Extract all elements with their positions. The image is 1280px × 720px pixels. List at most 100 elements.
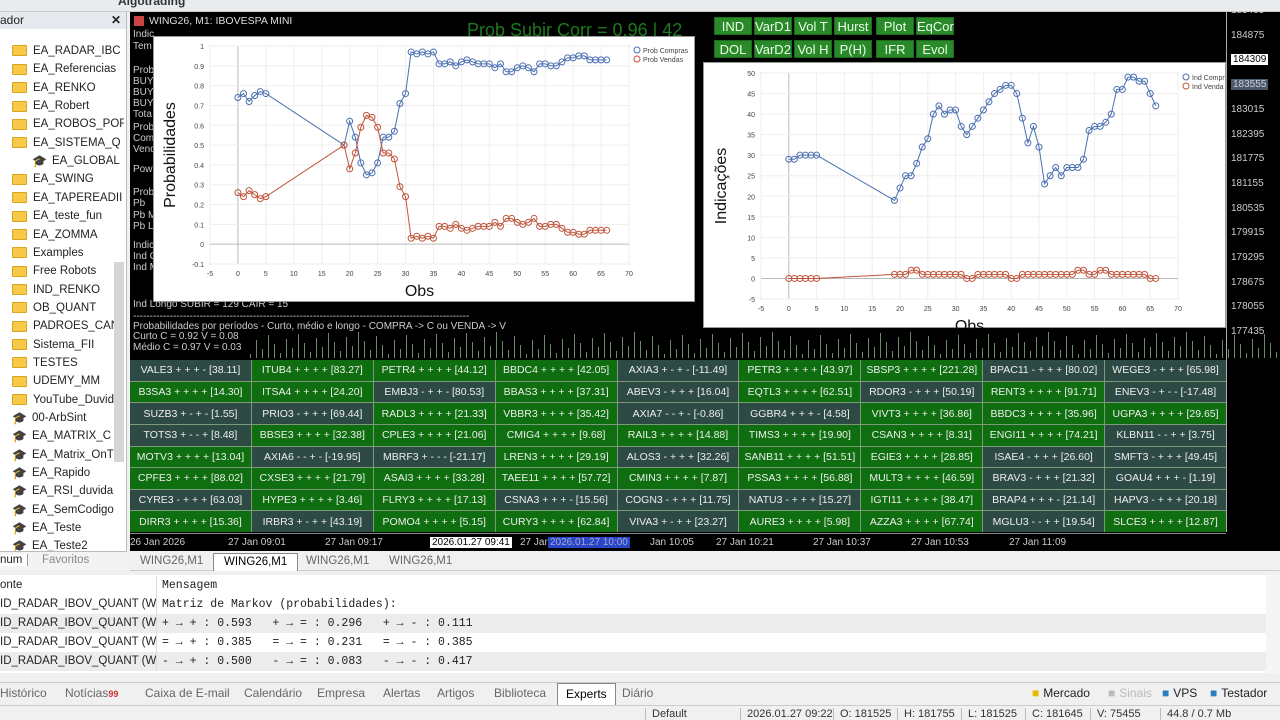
navigator-item[interactable]: EA_RENKO (12, 79, 124, 97)
tab-biblioteca[interactable]: Biblioteca (494, 686, 546, 700)
volume-bar (1036, 337, 1037, 358)
navigator-item[interactable]: EA_teste_fun (12, 207, 124, 225)
navigator-item[interactable]: EA_Robert (12, 97, 124, 115)
tab-calendrio[interactable]: Calendário (244, 686, 302, 700)
tab-alertas[interactable]: Alertas (383, 686, 420, 700)
indicator-button-ifr[interactable]: IFR (876, 40, 914, 58)
navigator-item[interactable]: 🎓 EA_Teste (12, 519, 124, 537)
stock-cell: UGPA3 + + + + [29.65] (1105, 403, 1226, 424)
indicator-button-eqcor[interactable]: EqCor (916, 17, 954, 35)
tab-experts[interactable]: Experts (557, 683, 616, 705)
indicator-button-vard1[interactable]: VarD1 (754, 17, 792, 35)
navigator-item[interactable]: EA_ZOMMA (12, 226, 124, 244)
tab-caixadeemail[interactable]: Caixa de E-mail (145, 686, 230, 700)
data-point (357, 159, 365, 167)
indicator-button-evol[interactable]: Evol (916, 40, 954, 58)
navigator-item[interactable]: UDEMY_MM (12, 372, 124, 390)
volume-bar (1252, 339, 1253, 358)
chart-tab[interactable]: WING26,M1 (389, 555, 453, 567)
link-vps[interactable]: ■ VPS (1162, 686, 1197, 700)
volume-bar (706, 348, 707, 358)
time-label: 27 Jan (520, 537, 551, 548)
navigator-item[interactable]: Sistema_FII (12, 336, 124, 354)
volume-bar (334, 342, 335, 358)
navigator-item[interactable]: EA_Referencias (12, 60, 124, 78)
tab-favoritos[interactable]: Favoritos (42, 554, 90, 566)
navigator-scrollbar[interactable] (114, 262, 124, 462)
navigator-item[interactable]: IND_RENKO (12, 281, 124, 299)
link-testador[interactable]: ■ Testador (1210, 686, 1267, 700)
tab-empresa[interactable]: Empresa (317, 686, 365, 700)
navigator-item-label: TESTES (33, 356, 78, 369)
y-tick-label: 45 (747, 92, 755, 99)
navigator-item[interactable]: YouTube_Duvid (12, 391, 124, 409)
time-label: 27 Jan 10:21 (716, 537, 774, 548)
link-sinais[interactable]: ■ Sinais (1108, 686, 1152, 700)
indicator-button-ph[interactable]: P(H) (834, 40, 872, 58)
chart-tab[interactable]: WING26,M1 (306, 555, 370, 567)
navigator-item[interactable]: 🎓 EA_SemCodigo (12, 501, 124, 519)
navigator-item[interactable]: 🎓 EA_Rapido (12, 464, 124, 482)
indicator-button-hurst[interactable]: Hurst (834, 17, 872, 35)
navigator-item[interactable]: 🎓 EA_MATRIX_C (12, 427, 124, 445)
navigator-item[interactable]: TESTES (12, 354, 124, 372)
legend-marker (633, 46, 641, 54)
tab-label: Notícias (65, 686, 109, 700)
link-mercado[interactable]: ■ Mercado (1032, 686, 1090, 700)
navigator-item[interactable]: EA_ROBOS_POF (12, 115, 124, 133)
time-label: 2026.01.27 10:00 (548, 537, 630, 548)
indicator-button-plot[interactable]: Plot (876, 17, 914, 35)
data-point (940, 110, 948, 118)
log-row[interactable]: ID_RADAR_IBOV_QUANT (WI... Matriz de Mark… (0, 595, 1266, 614)
navigator-tabs: num Favoritos (0, 551, 127, 570)
x-tick-label: 70 (1174, 306, 1182, 313)
navigator-item[interactable]: OB_QUANT (12, 299, 124, 317)
indicator-button-volh[interactable]: Vol H (794, 40, 832, 58)
navigator-item[interactable]: EA_SISTEMA_Q (12, 134, 124, 152)
folder-icon (12, 137, 27, 149)
navigator-item[interactable]: 🎓 EA_Teste2 (12, 537, 124, 555)
volume-bar (388, 354, 389, 358)
navigator-item[interactable]: 🎓 00-ArbSint (12, 409, 124, 427)
data-point (245, 187, 253, 195)
tab-histrico[interactable]: Histórico (0, 686, 47, 700)
navigator-item[interactable]: 🎓 EA_GLOBAL (32, 152, 144, 170)
log-row[interactable]: ID_RADAR_IBOV_QUANT (WI... - → + : 0.500 … (0, 652, 1266, 671)
log-row[interactable]: ID_RADAR_IBOV_QUANT (WI... + → + : 0.593 … (0, 614, 1266, 633)
navigator-item[interactable]: EA_TAPEREADII (12, 189, 124, 207)
volume-bar (1126, 334, 1127, 358)
chart-tab[interactable]: WING26,M1 (140, 555, 204, 567)
close-icon[interactable]: ✕ (110, 13, 121, 27)
indicator-button-dol[interactable]: DOL (714, 40, 752, 58)
tester-icon: ■ (1210, 686, 1218, 700)
navigator-item[interactable]: PADROES_CAN (12, 317, 124, 335)
tab-artigos[interactable]: Artigos (437, 686, 474, 700)
chart-window[interactable]: WING26, M1: IBOVESPA MINI Prob Subir Cor… (130, 12, 1280, 551)
data-point (530, 214, 538, 222)
log-scrollbar[interactable] (1266, 575, 1280, 673)
navigator-item[interactable]: Examples (12, 244, 124, 262)
volume-bar (454, 338, 455, 358)
data-point (402, 90, 410, 98)
stock-cell: IGTI11 + + + + [38.47] (861, 489, 983, 511)
navigator-item[interactable]: 🎓 EA_Matrix_OnTi (12, 446, 124, 464)
log-row[interactable]: ID_RADAR_IBOV_QUANT (WI... = → + : 0.385 … (0, 633, 1266, 652)
navigator-item[interactable]: 🎓 EA_RSI_duvida (12, 482, 124, 500)
data-point (497, 222, 505, 230)
algotrading-button[interactable]: Algotrading (118, 0, 186, 8)
data-point (374, 159, 382, 167)
navigator-item[interactable]: Free Robots (12, 262, 124, 280)
navigator-item[interactable]: EA_SWING (12, 170, 124, 188)
indicator-button-vard2[interactable]: VarD2 (754, 40, 792, 58)
expert-icon: 🎓 (12, 411, 27, 425)
chart-tab[interactable]: WING26,M1 (213, 553, 299, 571)
tab-dirio[interactable]: Diário (622, 686, 653, 700)
navigator-item[interactable]: EA_RADAR_IBC (12, 42, 124, 60)
tab-notcias[interactable]: Notícias99 (65, 686, 118, 700)
indicator-button-volt[interactable]: Vol T (794, 17, 832, 35)
stock-cell: ABEV3 - + + + [16.04] (617, 381, 739, 403)
tab-common[interactable]: num (0, 554, 29, 566)
volume-bar (760, 337, 761, 358)
volume-bar (352, 346, 353, 358)
indicator-button-ind[interactable]: IND (714, 17, 752, 35)
